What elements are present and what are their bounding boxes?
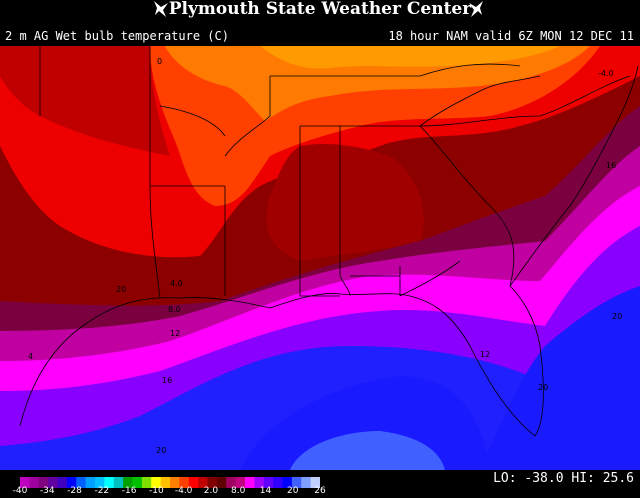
colorbar-swatch bbox=[160, 477, 171, 488]
colorbar-tick-label: -4.0 bbox=[174, 486, 193, 496]
colorbar-swatch bbox=[95, 477, 105, 488]
colorbar-swatch bbox=[254, 477, 265, 488]
colorbar-swatch bbox=[48, 477, 59, 488]
contour-label: -4.0 bbox=[598, 69, 614, 78]
psu-logo-left-icon bbox=[152, 0, 170, 18]
lo-hi-readout: LO: -38.0 HI: 25.6 bbox=[493, 472, 634, 486]
colorbar-swatch bbox=[216, 477, 227, 488]
colorbar-swatch bbox=[66, 477, 77, 488]
colorbar-swatch bbox=[179, 477, 190, 488]
contour-label: 20 bbox=[156, 446, 166, 455]
colorbar-tick-label: 2.0 bbox=[203, 486, 219, 496]
lo-value: -38.0 bbox=[524, 471, 564, 486]
colorbar-tick-label: -10 bbox=[149, 486, 164, 496]
hi-value: 25.6 bbox=[602, 471, 634, 486]
colorbar-swatch bbox=[29, 477, 40, 488]
contour-label: 20 bbox=[612, 312, 622, 321]
colorbar-swatch bbox=[188, 477, 199, 488]
colorbar-tick-label: -22 bbox=[94, 486, 110, 496]
colorbar-swatch bbox=[235, 477, 246, 488]
contour-label: 20 bbox=[116, 285, 126, 294]
colorbar-swatch bbox=[20, 477, 30, 488]
colorbar-swatch bbox=[263, 477, 274, 488]
colorbar-tick-label: -28 bbox=[67, 486, 82, 496]
colorbar-swatch bbox=[132, 477, 143, 488]
contour-label: 20 bbox=[538, 383, 548, 392]
contour-label: 16 bbox=[606, 161, 616, 170]
colorbar-tick-label: 20 bbox=[286, 486, 299, 496]
header: Plymouth State Weather Center 2 m AG Wet… bbox=[0, 0, 640, 46]
contour-label: 0 bbox=[157, 57, 162, 66]
valid-time-label: 18 hour NAM valid 6Z MON 12 DEC 11 bbox=[388, 29, 634, 43]
shade-dark-red-core bbox=[266, 144, 424, 261]
shade-light-orange bbox=[260, 46, 560, 69]
colorbar-swatch bbox=[113, 477, 124, 488]
colorbar-tick-label: -34 bbox=[39, 486, 55, 496]
colorbar-swatch bbox=[291, 477, 302, 488]
page-title: Plymouth State Weather Center bbox=[168, 0, 472, 19]
wet-bulb-map: 0 -4.0 4.0 8.0 12 16 16 20 20 20 4 12 20 bbox=[0, 46, 640, 470]
colorbar-tick-label: 14 bbox=[259, 486, 272, 496]
colorbar-swatch bbox=[38, 477, 49, 488]
colorbar-tick-label: -16 bbox=[121, 486, 137, 496]
colorbar-swatch bbox=[198, 477, 209, 488]
colorbar-swatch bbox=[301, 477, 312, 488]
contour-label: 4 bbox=[28, 352, 33, 361]
contour-label: 12 bbox=[170, 329, 180, 338]
colorbar-swatch bbox=[141, 477, 152, 488]
colorbar-swatch bbox=[207, 477, 218, 488]
colorbar-swatch bbox=[245, 477, 255, 488]
colorbar-swatch bbox=[282, 477, 293, 488]
colorbar-swatch bbox=[226, 477, 237, 488]
colorbar bbox=[20, 473, 321, 492]
shade-atlantic-blue bbox=[480, 286, 640, 470]
hi-label: HI: bbox=[571, 471, 595, 486]
contour-label: 12 bbox=[480, 350, 490, 359]
colorbar-swatch bbox=[85, 477, 96, 488]
colorbar-swatch bbox=[170, 477, 180, 488]
boundaries bbox=[19, 46, 639, 437]
colorbar-swatch bbox=[57, 477, 68, 488]
contour-label: 8.0 bbox=[168, 305, 181, 314]
colorbar-tick-label: -40 bbox=[12, 486, 28, 496]
colorbar-swatch bbox=[273, 477, 284, 488]
shade-orange bbox=[165, 46, 590, 121]
colorbar-swatch bbox=[123, 477, 134, 488]
psu-logo-right-icon bbox=[467, 0, 485, 18]
colorbar-swatch bbox=[310, 477, 321, 488]
colorbar-tick-label: 26 bbox=[314, 486, 326, 496]
colorbar-tick-label: 8.0 bbox=[231, 486, 246, 496]
colorbar-swatch bbox=[151, 477, 162, 488]
contour-label: 16 bbox=[162, 376, 172, 385]
variable-label: 2 m AG Wet bulb temperature (C) bbox=[5, 29, 229, 43]
lo-label: LO: bbox=[493, 471, 517, 486]
colorbar-swatch bbox=[104, 477, 115, 488]
colorbar-swatch bbox=[76, 477, 87, 488]
shade-gulf-light-blue bbox=[290, 431, 445, 470]
shade-west-red bbox=[0, 46, 170, 156]
contour-label: 4.0 bbox=[170, 279, 183, 288]
